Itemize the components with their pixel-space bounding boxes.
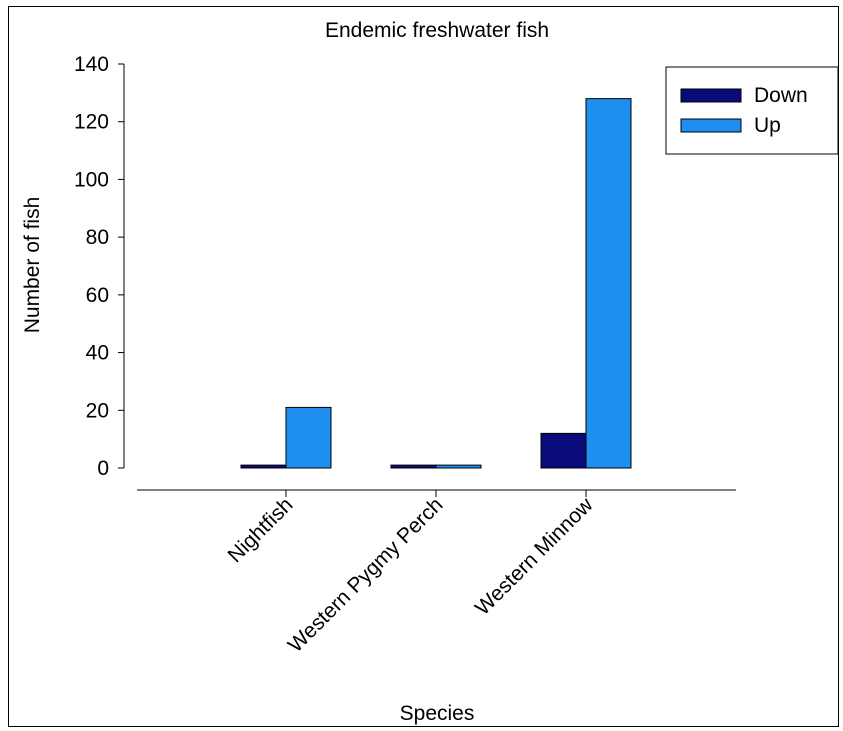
legend-label-up: Up (754, 114, 781, 137)
bars (240, 98, 632, 469)
y-tick-label: 60 (86, 284, 109, 307)
y-axis-label: Number of fish (21, 197, 44, 334)
legend: Down Up (665, 66, 839, 155)
y-axis-ticks: 0 20 40 60 80 100 120 140 (74, 53, 124, 480)
y-tick-label: 120 (74, 111, 109, 134)
bar-up-1 (435, 464, 482, 469)
chart-title: Endemic freshwater fish (325, 19, 549, 42)
x-tick-label: Western Minnow (471, 493, 598, 620)
legend-swatch-up (680, 118, 742, 133)
bar-up-0 (285, 406, 332, 469)
x-tick-label: Nightfish (223, 493, 297, 567)
legend-swatch-down (680, 88, 742, 103)
y-tick-label: 80 (86, 226, 109, 249)
x-tick-label: Western Pygmy Perch (284, 493, 448, 657)
y-tick-label: 140 (74, 53, 109, 76)
y-tick-label: 100 (74, 168, 109, 191)
bar-down-0 (240, 464, 287, 469)
bar-down-1 (390, 464, 437, 469)
legend-box (665, 66, 839, 155)
bar-down-2 (540, 432, 587, 469)
x-axis-label: Species (400, 702, 475, 725)
y-tick-label: 0 (97, 457, 109, 480)
bar-up-2 (585, 98, 632, 469)
y-tick-label: 40 (86, 342, 109, 365)
legend-label-down: Down (754, 84, 808, 107)
y-tick-label: 20 (86, 399, 109, 422)
